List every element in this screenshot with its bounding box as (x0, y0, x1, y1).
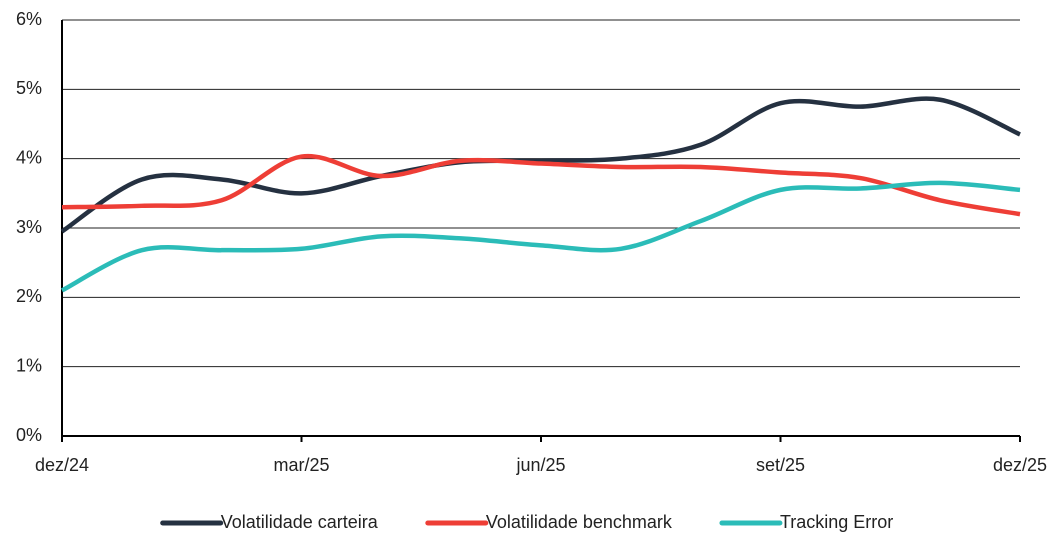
y-tick-label: 4% (16, 147, 42, 167)
y-tick-label: 0% (16, 425, 42, 445)
legend-label: Tracking Error (780, 512, 893, 532)
x-tick-label: dez/25 (993, 455, 1047, 475)
series-line (60, 180, 1021, 293)
y-tick-label: 3% (16, 217, 42, 237)
legend-label: Volatilidade benchmark (486, 512, 673, 532)
y-tick-label: 2% (16, 286, 42, 306)
x-tick-label: dez/24 (35, 455, 89, 475)
y-tick-label: 5% (16, 78, 42, 98)
legend-label: Volatilidade carteira (221, 512, 379, 532)
y-tick-label: 1% (16, 355, 42, 375)
x-tick-label: mar/25 (273, 455, 329, 475)
series-line (61, 153, 1021, 217)
y-tick-label: 6% (16, 9, 42, 29)
series-line (60, 96, 1021, 234)
x-tick-label: jun/25 (515, 455, 565, 475)
x-tick-label: set/25 (756, 455, 805, 475)
